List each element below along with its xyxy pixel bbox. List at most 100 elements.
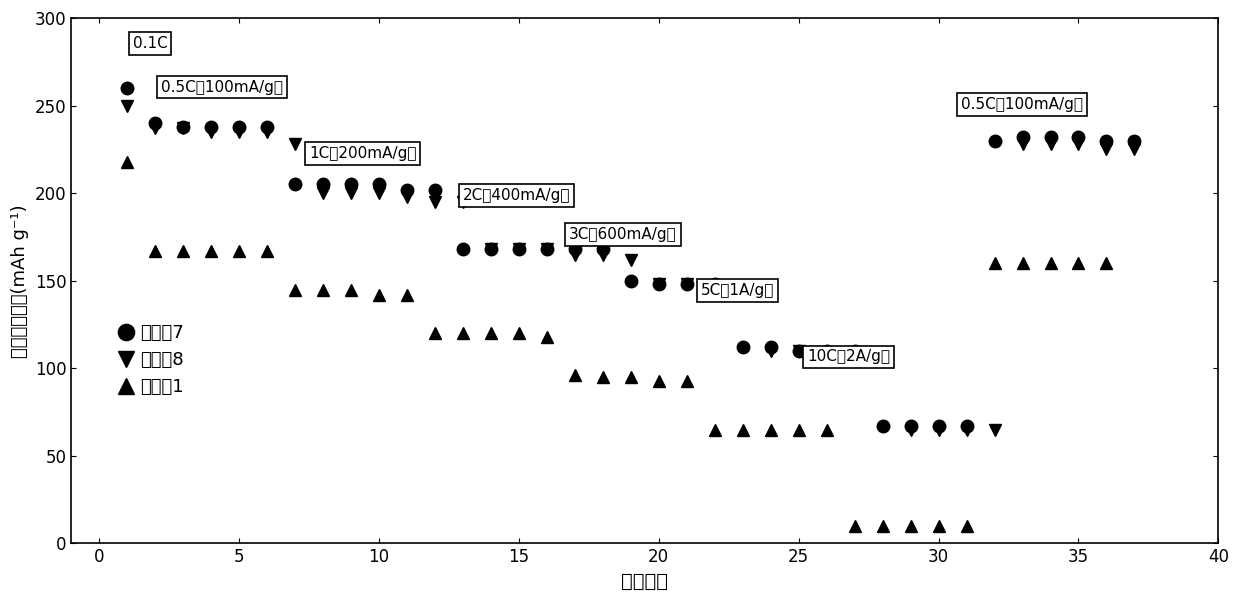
实施例8 [484, 246, 498, 253]
对比例1 [735, 426, 750, 433]
实施例8 [372, 190, 387, 197]
实施例8 [707, 286, 722, 293]
实施例8 [455, 199, 470, 206]
对比例1 [820, 426, 835, 433]
实施例7 [1016, 134, 1030, 141]
对比例1 [595, 373, 610, 380]
实施例7 [791, 347, 806, 355]
对比例1 [399, 291, 414, 299]
实施例8 [764, 347, 779, 355]
实施例7 [148, 120, 162, 127]
实施例7 [820, 347, 835, 355]
实施例8 [399, 193, 414, 200]
对比例1 [568, 372, 583, 379]
对比例1 [875, 523, 890, 530]
实施例7 [931, 423, 946, 430]
实施例8 [1043, 141, 1058, 148]
Text: 0.5C（100mA/g）: 0.5C（100mA/g） [961, 97, 1083, 112]
Text: 3C（600mA/g）: 3C（600mA/g） [569, 227, 677, 242]
实施例8 [791, 347, 806, 355]
实施例8 [987, 426, 1002, 433]
实施例7 [203, 123, 218, 130]
对比例1 [903, 523, 918, 530]
实施例8 [1071, 141, 1086, 148]
实施例8 [595, 251, 610, 258]
实施例7 [764, 344, 779, 351]
实施例8 [203, 128, 218, 135]
实施例8 [1016, 141, 1030, 148]
实施例7 [987, 137, 1002, 144]
实施例7 [288, 181, 303, 188]
Text: 0.1C: 0.1C [133, 36, 167, 51]
实施例8 [511, 246, 526, 253]
实施例7 [120, 84, 135, 92]
实施例8 [539, 246, 554, 253]
实施例7 [315, 181, 330, 188]
实施例7 [1043, 134, 1058, 141]
实施例7 [343, 181, 358, 188]
实施例7 [511, 246, 526, 253]
实施例7 [399, 186, 414, 193]
实施例8 [959, 426, 973, 433]
实施例7 [176, 123, 191, 130]
实施例8 [148, 125, 162, 132]
实施例8 [735, 286, 750, 293]
对比例1 [1099, 259, 1114, 267]
实施例7 [455, 246, 470, 253]
Text: 1C（200mA/g）: 1C（200mA/g） [309, 146, 417, 161]
实施例7 [232, 123, 247, 130]
对比例1 [680, 377, 694, 384]
对比例1 [1043, 259, 1058, 267]
实施例8 [315, 190, 330, 197]
对比例1 [1071, 259, 1086, 267]
实施例7 [903, 423, 918, 430]
实施例7 [847, 347, 862, 355]
实施例8 [624, 256, 639, 264]
实施例8 [820, 351, 835, 358]
对比例1 [315, 286, 330, 293]
Line: 实施例8: 实施例8 [120, 99, 1141, 436]
实施例8 [875, 351, 890, 358]
对比例1 [539, 334, 554, 341]
对比例1 [624, 373, 639, 380]
实施例8 [568, 251, 583, 258]
对比例1 [931, 523, 946, 530]
Text: 0.5C（100mA/g）: 0.5C（100mA/g） [161, 79, 283, 95]
实施例7 [484, 246, 498, 253]
实施例8 [120, 102, 135, 110]
Text: 2C（400mA/g）: 2C（400mA/g） [463, 188, 570, 203]
实施例8 [288, 141, 303, 148]
实施例7 [959, 423, 973, 430]
Legend: 实施例7, 实施例8, 对比例1: 实施例7, 实施例8, 对比例1 [114, 317, 191, 403]
实施例7 [707, 281, 722, 288]
对比例1 [764, 426, 779, 433]
实施例8 [343, 190, 358, 197]
对比例1 [176, 247, 191, 255]
对比例1 [288, 286, 303, 293]
X-axis label: 循环次数: 循环次数 [621, 572, 668, 591]
Line: 对比例1: 对比例1 [120, 155, 1112, 532]
实施例7 [875, 423, 890, 430]
实施例8 [428, 199, 443, 206]
对比例1 [987, 259, 1002, 267]
实施例8 [651, 281, 666, 288]
对比例1 [343, 286, 358, 293]
对比例1 [484, 330, 498, 337]
对比例1 [372, 291, 387, 299]
对比例1 [203, 247, 218, 255]
实施例8 [259, 128, 274, 135]
实施例7 [568, 246, 583, 253]
对比例1 [428, 330, 443, 337]
实施例7 [624, 277, 639, 284]
Line: 实施例7: 实施例7 [120, 82, 1141, 432]
实施例7 [259, 123, 274, 130]
对比例1 [847, 523, 862, 530]
实施例7 [680, 281, 694, 288]
对比例1 [651, 377, 666, 384]
实施例7 [539, 246, 554, 253]
对比例1 [959, 523, 973, 530]
实施例7 [1127, 137, 1142, 144]
实施例7 [372, 181, 387, 188]
对比例1 [1016, 259, 1030, 267]
实施例7 [1099, 137, 1114, 144]
